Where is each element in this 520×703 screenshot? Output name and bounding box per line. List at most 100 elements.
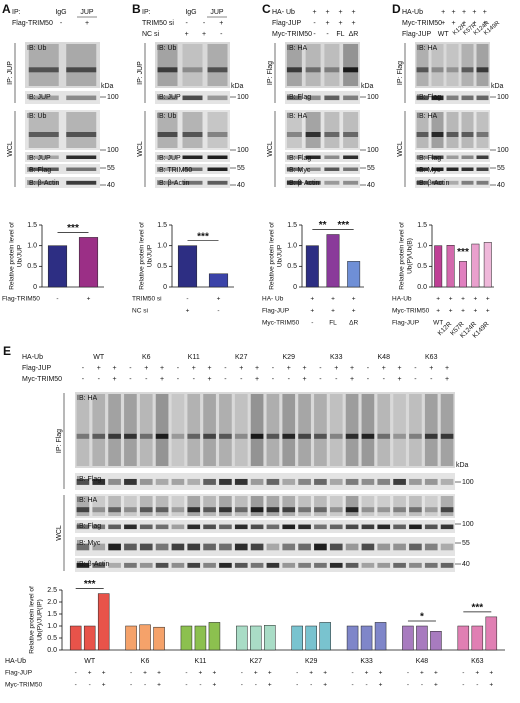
blot-label: IB: β-Actin	[287, 180, 320, 187]
blot-band	[461, 167, 474, 171]
blot-band	[250, 524, 264, 530]
x-row-value: -	[130, 682, 132, 689]
header-value: +	[185, 31, 189, 38]
blot-background	[155, 42, 230, 88]
header-value: +	[113, 365, 117, 372]
category-label: K29	[305, 658, 318, 665]
blot-background	[25, 42, 100, 88]
blot-band	[155, 562, 169, 568]
blot-label: IB: JUP	[157, 155, 181, 162]
blot-label: IB: JUP	[27, 155, 51, 162]
blot-band	[250, 562, 264, 568]
blot-band	[446, 155, 459, 159]
blot-band	[431, 132, 444, 137]
x-row-value: -	[296, 682, 298, 689]
header-value: IgG	[55, 9, 66, 16]
blot-smear	[124, 394, 137, 466]
blot-smear	[182, 112, 203, 148]
x-row-value: -	[89, 682, 91, 689]
blot-smear	[424, 496, 438, 516]
blot-band	[476, 95, 489, 101]
blot-band	[476, 132, 489, 137]
blot-band	[203, 433, 216, 439]
y-tick-label: 1.0	[157, 243, 167, 250]
blot-label: IB: β-Actin	[77, 561, 110, 568]
bar	[459, 261, 467, 288]
panel-letter: D	[392, 2, 401, 16]
side-label: WCL	[397, 141, 404, 157]
blot-band	[377, 507, 391, 513]
x-row-value: -	[186, 296, 188, 303]
header-value: K63	[425, 354, 438, 361]
header-value: -	[145, 376, 148, 383]
x-row-value: +	[186, 308, 190, 315]
blot-background	[75, 392, 455, 468]
blot-band	[393, 524, 406, 530]
blot-smear	[440, 496, 454, 516]
header-label: HA-Ub	[402, 9, 423, 16]
blot-smear	[286, 112, 302, 148]
y-axis-label: Ub/JUP	[17, 245, 24, 267]
mw-marker: 100	[367, 147, 379, 154]
header-label: Flag-JUP	[22, 365, 52, 372]
blot-band	[424, 478, 438, 485]
blot-band	[409, 543, 422, 551]
x-row-value: -	[75, 682, 77, 689]
blot-label: IB: Ub	[157, 45, 177, 52]
header-value: -	[319, 376, 322, 383]
header-label: Myc-TRIM50	[402, 20, 442, 27]
x-row-value: -	[296, 670, 298, 677]
blot-label: IB: Myc	[417, 167, 441, 174]
blot-smear	[345, 394, 359, 466]
blot-band	[124, 433, 137, 439]
blot-band	[424, 433, 438, 439]
blot-smear	[139, 394, 153, 466]
blot-label: IB: Ub	[27, 113, 47, 120]
bar	[264, 625, 276, 651]
x-row-value: WT	[433, 320, 443, 327]
mw-marker: 55	[237, 165, 245, 172]
blot-band	[219, 478, 232, 485]
bar	[446, 245, 455, 288]
header-value: +	[462, 20, 466, 27]
header-value: -	[430, 376, 433, 383]
blot-band	[282, 478, 296, 485]
blot-band	[431, 95, 444, 101]
blot-band	[377, 478, 391, 485]
blot-label: IB: HA	[417, 113, 438, 120]
y-axis-label: Ub(P)/JUP(IP)	[37, 599, 44, 641]
bar	[305, 625, 317, 651]
category-label: K27	[250, 658, 263, 665]
blot-band	[66, 180, 97, 185]
blot-band	[157, 180, 178, 185]
blot-smear	[92, 496, 106, 516]
blot-smear	[182, 44, 203, 86]
blot-band	[155, 524, 169, 530]
blot-label: IB: HA	[287, 45, 308, 52]
blot-band	[314, 507, 327, 513]
bar	[374, 622, 387, 651]
blot-band	[219, 562, 232, 568]
mw-marker: 100	[367, 94, 379, 101]
blot-band	[182, 180, 203, 185]
y-axis-label: Relative protein level of	[139, 222, 146, 290]
bar	[250, 625, 262, 651]
header-value: WT	[438, 31, 450, 38]
y-axis-label: Ub(P)/Ub(B)	[407, 238, 414, 274]
blot-smear	[345, 496, 359, 516]
header-label: Myc-TRIM50	[272, 31, 312, 38]
blot-band	[461, 132, 474, 137]
blot-band	[182, 132, 203, 137]
bar	[416, 625, 428, 651]
blot-band	[305, 132, 321, 137]
category-label: K63	[471, 658, 484, 665]
blot-band	[171, 562, 185, 568]
y-tick-label: 0.5	[27, 263, 37, 270]
x-row-value: -	[255, 682, 257, 689]
header-value: +	[255, 376, 259, 383]
header-label: IP:	[12, 9, 21, 16]
x-row-label: TRIM50 si	[132, 296, 162, 303]
blot-smear	[157, 44, 178, 86]
blot-band	[28, 167, 59, 171]
blot-band	[440, 562, 454, 568]
